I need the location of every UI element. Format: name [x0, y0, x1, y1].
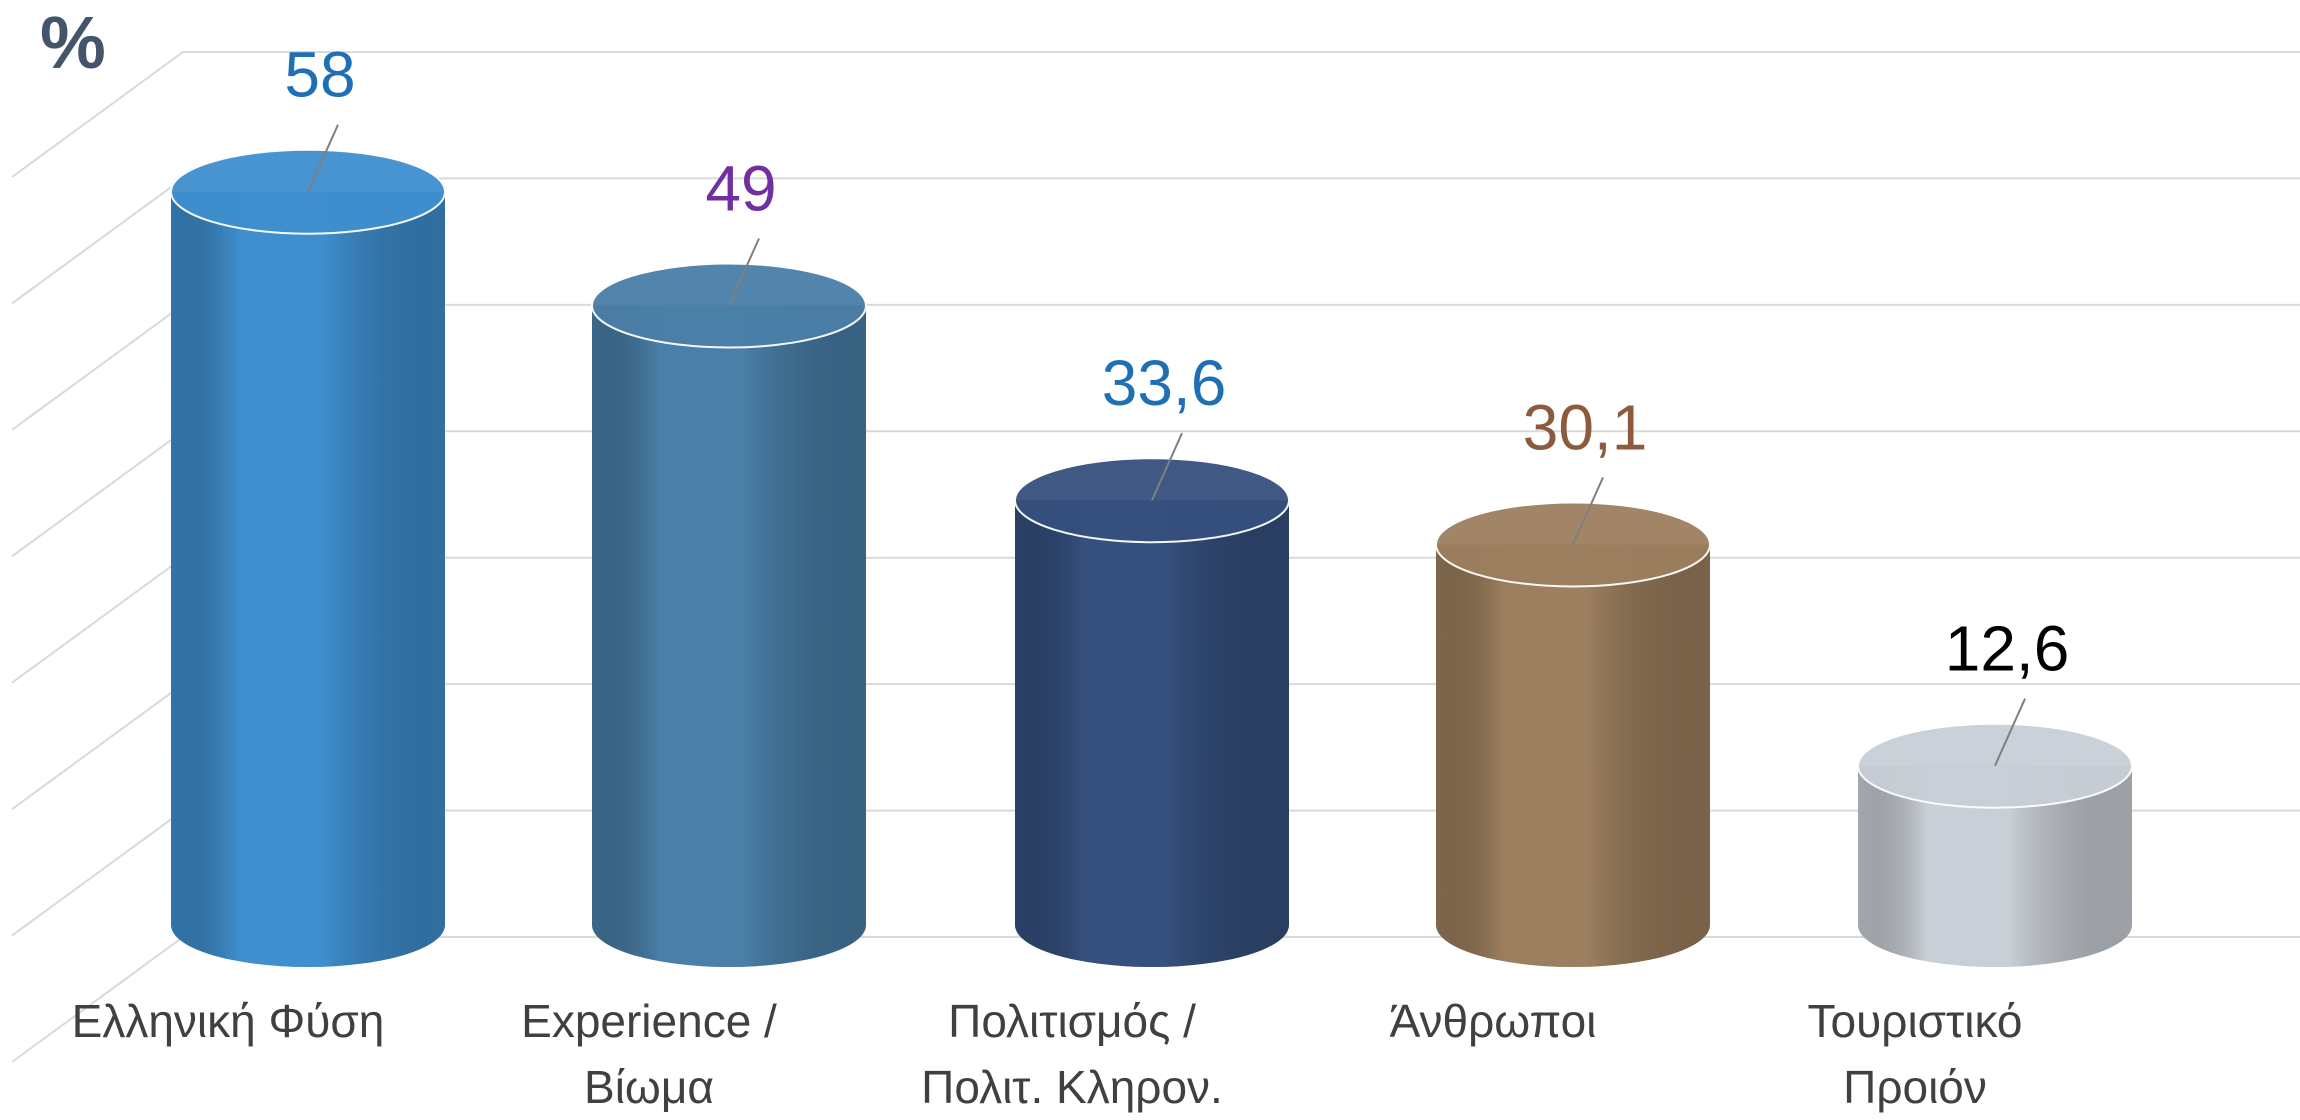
x-tick-label: Experience / Βίωμα [439, 988, 859, 1120]
data-label: 12,6 [1945, 613, 2070, 685]
x-tick-label: Πολιτισμός / Πολιτ. Κληρον. [862, 988, 1282, 1120]
x-tick-label: Τουριστικό Προιόν [1705, 988, 2125, 1120]
x-tick-label: Άνθρωποι [1283, 988, 1703, 1054]
data-label: 58 [284, 39, 355, 111]
data-label: 33,6 [1102, 347, 1227, 419]
data-label: 49 [705, 153, 776, 225]
chart: 58 49 33,6 30,1 12,6 [0, 0, 2300, 1115]
x-tick-label: Ελληνική Φύση [18, 988, 438, 1054]
cylinder-shade [171, 192, 445, 967]
y-axis-label: % [40, 0, 106, 85]
cylinder-shade [1436, 544, 1710, 967]
page: {"chart_data": { "type": "cylinder", "y_… [0, 0, 2300, 1115]
cylinder-shade [1015, 500, 1289, 967]
cylinder-shade [592, 306, 866, 968]
data-label: 30,1 [1523, 391, 1648, 463]
